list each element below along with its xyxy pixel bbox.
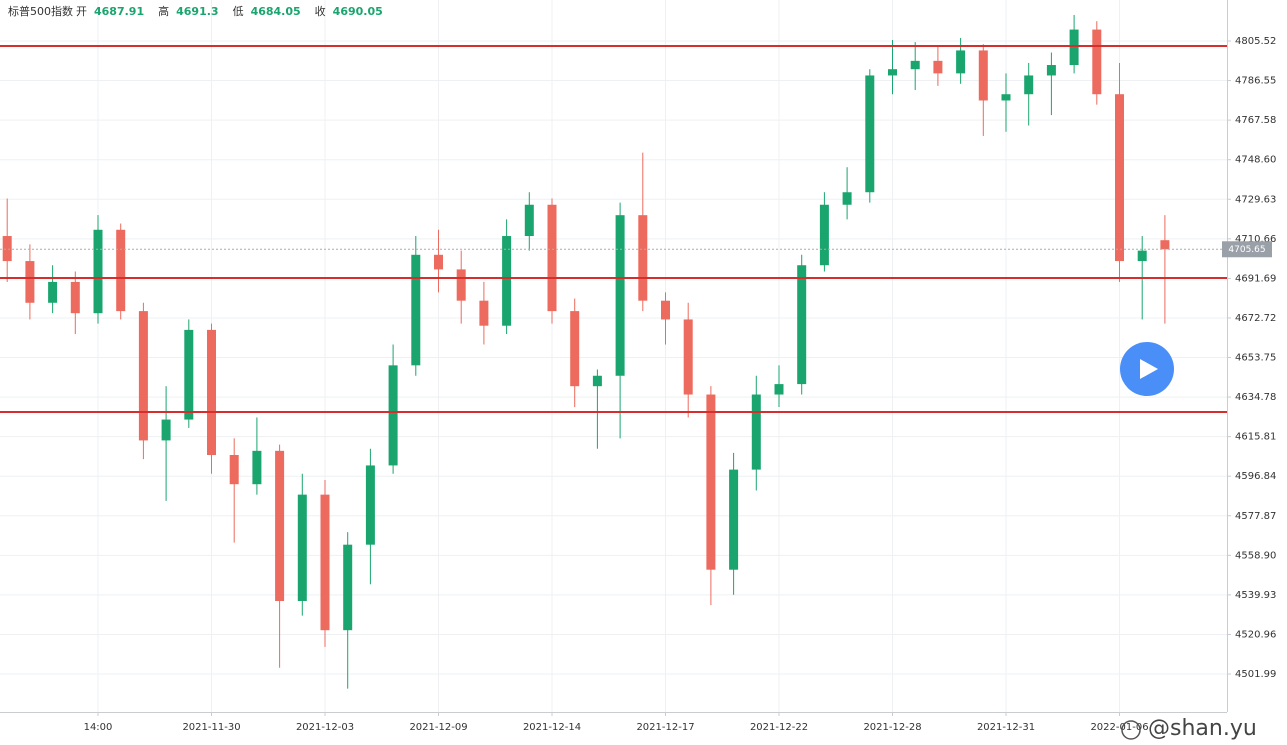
candle-body: [1092, 29, 1102, 95]
last-price-box: [1222, 241, 1272, 258]
y-tick-label: 4710.66: [1235, 234, 1276, 245]
legend-value: 4691.3: [176, 5, 218, 18]
play-icon: [1140, 359, 1158, 379]
candle-body: [116, 229, 126, 312]
y-tick-label: 4539.93: [1235, 590, 1276, 601]
y-tick-label: 4805.52: [1235, 36, 1276, 47]
candle-body: [275, 450, 285, 601]
candle-body: [638, 215, 648, 301]
candle-body: [592, 375, 602, 387]
x-tick-label: 2021-12-28: [863, 722, 921, 733]
candle-body: [411, 254, 421, 366]
candle-body: [229, 455, 239, 485]
labels: 4501.99 4520.96 4539.93 4558.90 4577.87 4596.…: [84, 36, 1277, 733]
candle-body: [25, 261, 35, 303]
chart-title: 标普500指数: [8, 4, 73, 18]
candle-body: [1001, 94, 1011, 101]
legend-label: 收: [315, 4, 326, 18]
candle-body: [48, 281, 58, 303]
candle-body: [365, 465, 375, 545]
watermark-group: @shan.yu: [1121, 716, 1257, 741]
y-tick-label: 4501.99: [1235, 669, 1276, 680]
y-tick-label: 4558.90: [1235, 550, 1276, 561]
candle-body: [797, 265, 807, 385]
watermark-icon: [1121, 720, 1141, 740]
candle-body: [479, 300, 489, 326]
y-tick-label: 4615.81: [1235, 432, 1276, 443]
candle-body: [434, 254, 443, 270]
legend-value: 4687.91: [94, 5, 144, 18]
candle-body: [888, 69, 897, 76]
candle-body: [343, 544, 353, 631]
y-tick-label: 4596.84: [1235, 471, 1276, 482]
candle-body: [207, 329, 216, 456]
ohlc-legend: 标普500指数 开 4687.91 高 4691.3 低 4684.05 收 4690.05: [8, 4, 383, 18]
candle-body: [1046, 65, 1056, 76]
y-tick-label: 4653.75: [1235, 353, 1276, 364]
x-tick-label: 2021-12-14: [523, 722, 581, 733]
y-tick-label: 4767.58: [1235, 115, 1276, 126]
candle-body: [729, 469, 739, 570]
x-tick-label: 2021-12-17: [636, 722, 694, 733]
legend-value: 4684.05: [251, 5, 301, 18]
x-tick-label: 2021-12-31: [977, 722, 1035, 733]
y-tick-label: 4520.96: [1235, 629, 1276, 640]
candle-body: [524, 204, 534, 237]
candle-body: [819, 204, 829, 266]
candle-body: [1160, 240, 1170, 250]
watermark: @shan.yu: [1148, 716, 1257, 741]
candle-body: [933, 60, 943, 74]
candle-body: [910, 60, 920, 70]
legend-label: 开: [76, 5, 87, 18]
play-button[interactable]: [1120, 342, 1174, 396]
candle-body: [956, 50, 966, 74]
x-tick-label: 2021-11-30: [182, 722, 240, 733]
candle-body: [615, 215, 625, 376]
candle-body: [70, 281, 80, 314]
candle-body: [502, 236, 512, 326]
y-tick-label: 4672.72: [1235, 313, 1276, 324]
candle-body: [661, 300, 670, 320]
candle-body: [456, 269, 466, 301]
legend-label: 高: [158, 4, 169, 18]
x-tick-label: 14:00: [84, 722, 113, 733]
candle-body: [184, 329, 194, 420]
candle-body: [683, 319, 693, 395]
candle-body: [842, 192, 852, 205]
y-tick-label: 4691.69: [1235, 273, 1276, 284]
candle-body: [1069, 29, 1079, 66]
candle-body: [93, 229, 103, 314]
candle-body: [751, 394, 761, 470]
candle-body: [297, 494, 307, 601]
candle-body: [1115, 94, 1124, 262]
candles: [0, 14, 1227, 689]
y-tick-label: 4729.63: [1235, 194, 1276, 205]
legend-label: 低: [233, 5, 244, 18]
x-tick-label: 2022-01-06: [1090, 722, 1148, 733]
candle-body: [252, 450, 262, 485]
candle-body: [774, 384, 784, 395]
candle-body: [547, 204, 557, 312]
y-tick-label: 4577.87: [1235, 511, 1276, 522]
candle-body: [388, 365, 398, 466]
y-tick-label: 4786.55: [1235, 76, 1276, 87]
last-price-label: 4705.65: [1228, 245, 1265, 255]
candle-body: [1137, 250, 1147, 262]
x-tick-label: 2021-12-22: [750, 722, 808, 733]
y-tick-label: 4748.60: [1235, 155, 1276, 166]
candle-body: [138, 311, 148, 441]
candle-body: [978, 50, 988, 101]
x-tick-label: 2021-12-09: [409, 722, 467, 733]
candle-body: [1024, 75, 1034, 95]
candle-body: [706, 394, 716, 570]
candle-body: [2, 236, 12, 262]
candle-body: [865, 75, 875, 193]
candle-body: [161, 419, 171, 441]
candle-body: [320, 494, 330, 631]
legend-value: 4690.05: [333, 5, 383, 18]
candle-body: [570, 311, 580, 387]
y-tick-label: 4634.78: [1235, 392, 1276, 403]
x-tick-label: 2021-12-03: [296, 722, 354, 733]
